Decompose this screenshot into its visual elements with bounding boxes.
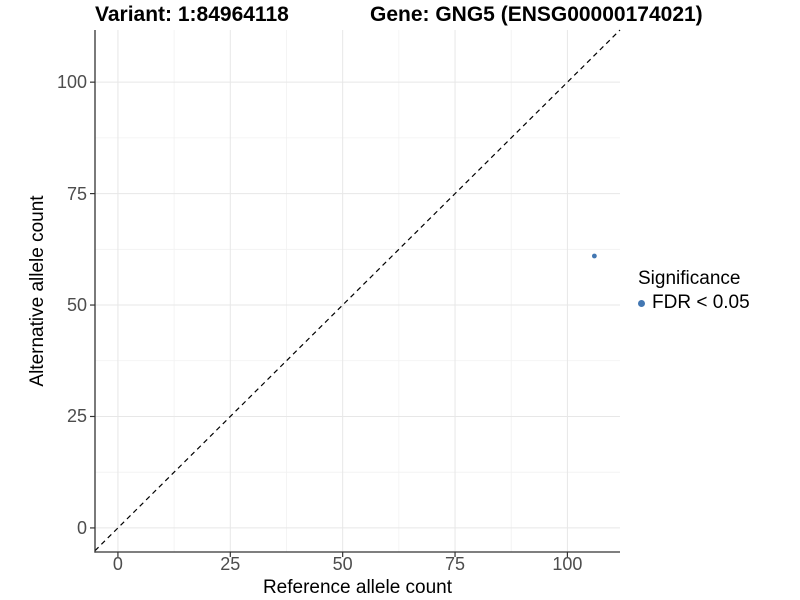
y-tick-label: 50 (66, 295, 87, 316)
x-axis-title: Reference allele count (262, 577, 453, 598)
y-tick-label: 25 (66, 406, 87, 427)
plot-title-gene: Gene: GNG5 (ENSG00000174021) (370, 3, 703, 26)
y-tick-label: 0 (76, 517, 87, 538)
x-tick-label: 100 (552, 554, 583, 574)
data-point (591, 253, 597, 259)
legend-item-label: FDR < 0.05 (652, 292, 750, 313)
plot-title-variant: Variant: 1:84964118 (95, 3, 289, 26)
x-tick-label: 75 (445, 554, 466, 574)
y-tick-label: 100 (56, 72, 87, 93)
x-tick-label: 0 (112, 554, 123, 574)
legend: Significance FDR < 0.05 (638, 267, 750, 313)
x-tick-label: 25 (220, 554, 241, 574)
y-axis-title: Alternative allele count (27, 195, 48, 387)
legend-item: FDR < 0.05 (638, 293, 750, 313)
y-tick-label: 75 (66, 183, 87, 204)
legend-title: Significance (638, 268, 741, 289)
x-tick-label: 50 (332, 554, 353, 574)
identity-reference-line (94, 29, 621, 552)
legend-key-dot-icon (638, 299, 645, 307)
